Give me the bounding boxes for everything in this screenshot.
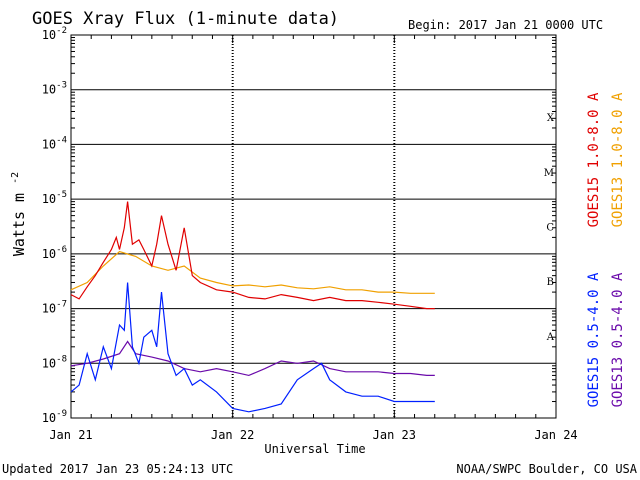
series-line [70, 201, 435, 310]
y-tick-exponent: -5 [56, 190, 67, 200]
legend-entry: GOES13 1.0-8.0 A [610, 92, 626, 227]
y-tick-label: 10-7 [42, 300, 67, 316]
y-tick-label: 10-9 [42, 409, 67, 425]
y-axis-label-text: Watts m [10, 193, 28, 256]
y-tick-exponent: -4 [56, 135, 67, 145]
x-tick-label: Jan 21 [49, 428, 92, 442]
x-axis-label: Universal Time [264, 442, 365, 456]
flare-class-label: C [546, 223, 554, 234]
credit: NOAA/SWPC Boulder, CO USA [456, 462, 637, 476]
updated-time: Updated 2017 Jan 23 05:24:13 UTC [2, 462, 233, 476]
flare-class-label: B [547, 277, 554, 288]
y-tick-base: 10 [42, 137, 56, 151]
legend-entry: GOES15 1.0-8.0 A [586, 92, 602, 227]
y-axis-label: Watts m -2 [10, 172, 28, 256]
y-tick-exponent: -2 [56, 26, 67, 36]
y-tick-base: 10 [42, 356, 56, 370]
y-tick-label: 10-2 [42, 26, 67, 42]
series-line [70, 250, 435, 294]
x-tick-labels: Jan 21 Jan 22 Jan 23 Jan 24 [49, 428, 577, 442]
series-line [70, 340, 435, 377]
y-tick-exponent: -6 [56, 245, 67, 255]
legend: GOES15 1.0-8.0 A GOES13 1.0-8.0 A GOES15 0… [586, 92, 626, 407]
legend-entry: GOES15 0.5-4.0 A [586, 272, 602, 407]
y-tick-base: 10 [42, 28, 56, 42]
y-tick-exponent: -8 [56, 354, 67, 364]
y-tick-label: 10-5 [42, 190, 67, 206]
y-tick-labels: 10-210-310-410-510-610-710-810-9 [42, 26, 67, 425]
flare-class-labels: X M C B A [544, 113, 555, 343]
flare-class-label: A [546, 332, 555, 343]
x-tick-label: Jan 22 [211, 428, 254, 442]
begin-time: Begin: 2017 Jan 21 0000 UTC [408, 18, 603, 32]
chart-title: GOES Xray Flux (1-minute data) [32, 9, 339, 29]
y-tick-exponent: -3 [56, 81, 67, 91]
x-tick-label: Jan 23 [373, 428, 416, 442]
y-tick-label: 10-3 [42, 81, 67, 97]
y-tick-label: 10-4 [42, 135, 67, 151]
y-tick-label: 10-6 [42, 245, 67, 261]
x-tick-label: Jan 24 [534, 428, 577, 442]
y-axis-label-exponent: -2 [10, 172, 21, 184]
flare-class-label: X [547, 113, 555, 124]
y-tick-base: 10 [42, 192, 56, 206]
y-tick-base: 10 [42, 247, 56, 261]
y-tick-exponent: -9 [56, 409, 67, 419]
legend-entry: GOES13 0.5-4.0 A [610, 272, 626, 407]
y-tick-exponent: -7 [56, 300, 67, 310]
y-tick-base: 10 [42, 83, 56, 97]
y-tick-base: 10 [42, 411, 56, 425]
y-tick-base: 10 [42, 302, 56, 316]
data-series [70, 201, 435, 413]
y-tick-label: 10-8 [42, 354, 67, 370]
flare-class-label: M [544, 168, 554, 179]
series-line [70, 282, 435, 413]
